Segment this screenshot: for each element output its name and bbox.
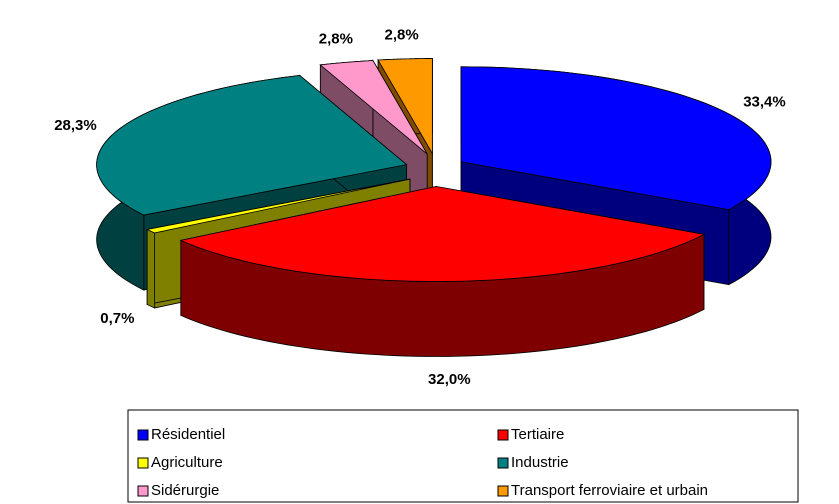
legend-label: Transport ferroviaire et urbain bbox=[511, 482, 708, 499]
slice-top bbox=[179, 186, 706, 282]
slice-top bbox=[96, 75, 408, 216]
legend-swatch bbox=[137, 429, 149, 441]
slice-top bbox=[460, 66, 772, 211]
slice-top bbox=[319, 60, 428, 155]
slice-top bbox=[377, 58, 433, 156]
slice-wall bbox=[146, 228, 156, 309]
legend-box bbox=[127, 409, 799, 503]
data-label: 2,8% bbox=[319, 31, 353, 48]
legend-label: Sidérurgie bbox=[151, 482, 219, 499]
data-label: 2,8% bbox=[385, 26, 419, 43]
legend-label: Tertiaire bbox=[511, 426, 564, 443]
data-label: 28,3% bbox=[54, 117, 97, 134]
legend-swatch bbox=[137, 485, 149, 497]
pie-slice bbox=[179, 185, 706, 357]
legend-label: Résidentiel bbox=[151, 426, 225, 443]
data-label: 33,4% bbox=[743, 94, 786, 111]
data-label: 0,7% bbox=[100, 310, 134, 327]
legend-swatch bbox=[137, 457, 149, 469]
slice-top bbox=[145, 178, 411, 234]
legend-swatch bbox=[497, 457, 509, 469]
data-label: 32,0% bbox=[428, 371, 471, 388]
legend-swatch bbox=[497, 429, 509, 441]
legend-label: Agriculture bbox=[151, 454, 223, 471]
legend-label: Industrie bbox=[511, 454, 569, 471]
legend-swatch bbox=[497, 485, 509, 497]
